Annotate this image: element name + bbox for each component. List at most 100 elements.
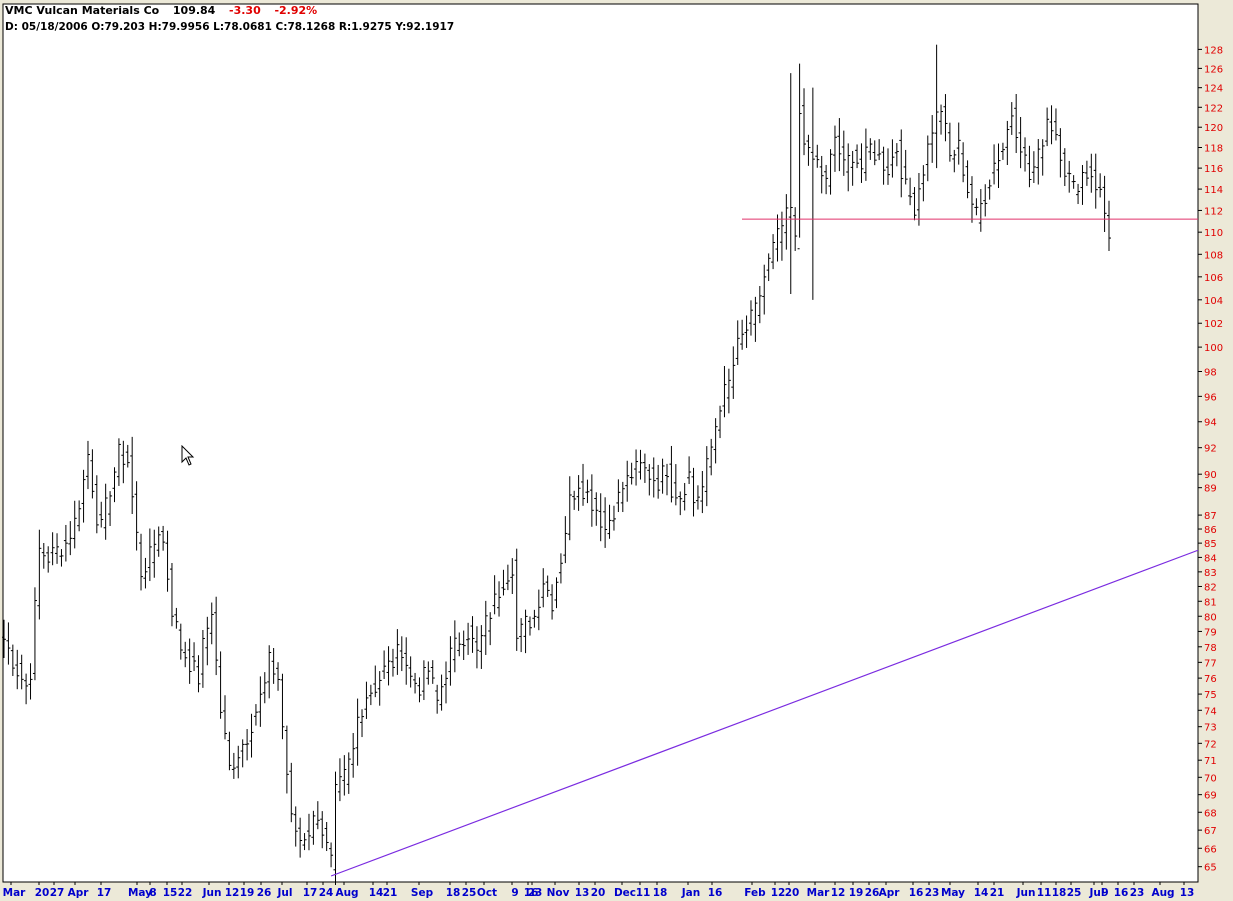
x-day-label: 16 [708,887,723,899]
high-label: H: [148,21,162,33]
x-day-label: 25 [462,887,477,899]
x-month-label: Apr [879,887,901,899]
y-tick-label: 85 [1204,539,1217,550]
y-label: Y: [395,21,407,33]
x-day-label: 22 [178,887,193,899]
company-name: Vulcan Materials Co [36,4,160,17]
y-tick-label: 65 [1204,863,1217,874]
x-month-label: Mar [807,887,831,899]
x-day-label: 19 [849,887,864,899]
x-day-label: 20 [35,887,50,899]
y-tick-label: 75 [1204,690,1217,701]
x-day-label: 12 [771,887,786,899]
y-tick-label: 94 [1204,418,1217,429]
x-day-label: 23 [528,887,543,899]
x-month-label: Apr [68,887,90,899]
x-day-label: 16 [909,887,924,899]
x-month-label: Jul [1089,887,1105,899]
y-tick-label: 128 [1204,45,1223,56]
cursor-info-line: D: 05/18/2006 O:79.203 H:79.9956 L:78.06… [5,21,454,33]
mouse-pointer-icon [181,445,195,466]
y-tick-label: 86 [1204,525,1217,536]
y-tick-label: 108 [1204,250,1223,261]
y-tick-label: 87 [1204,511,1217,522]
x-day-label: 16 [1114,887,1129,899]
y-tick-label: 71 [1204,756,1217,767]
x-day-label: 24 [319,887,334,899]
low-value: 78.0681 [224,21,272,33]
x-month-label: Sep [411,887,434,899]
x-day-label: 11 [1037,887,1052,899]
y-tick-label: 122 [1204,103,1223,114]
y-tick-label: 100 [1204,343,1223,354]
x-month-label: Aug [335,887,358,899]
x-month-label: Nov [547,887,570,899]
low-label: L: [213,21,225,33]
y-tick-label: 78 [1204,643,1217,654]
y-tick-label: 114 [1204,185,1223,196]
high-value: 79.9956 [161,21,210,33]
y-tick-label: 84 [1204,553,1217,564]
x-day-label: 18 [446,887,461,899]
y-tick-label: 124 [1204,84,1223,95]
y-value: 92.1917 [406,21,455,33]
open-label: O: [91,21,105,33]
y-tick-label: 81 [1204,597,1217,608]
r-label: R: [338,21,352,33]
r-value: 1.9275 [351,21,392,33]
price-change: -3.30 [229,4,261,17]
x-month-label: Jun [202,887,222,899]
date-value: 05/18/2006 [21,21,88,33]
x-day-label: 14 [369,887,384,899]
x-day-label: 26 [865,887,880,899]
y-tick-label: 120 [1204,123,1223,134]
x-month-label: Oct [477,887,497,899]
x-month-label: May [941,887,965,899]
x-day-label: 21 [990,887,1005,899]
y-tick-label: 104 [1204,296,1223,307]
close-value: 78.1268 [287,21,336,33]
date-label: D: [5,21,18,33]
y-tick-label: 106 [1204,273,1223,284]
x-month-label: Jun [1016,887,1036,899]
x-month-label: Feb [744,887,766,899]
y-tick-label: 67 [1204,826,1217,837]
x-day-label: 13 [575,887,590,899]
x-day-label: 27 [50,887,65,899]
y-tick-label: 68 [1204,808,1217,819]
x-day-label: 17 [97,887,112,899]
y-tick-label: 92 [1204,444,1217,455]
price-change-percent: -2.92% [274,4,318,17]
y-tick-label: 77 [1204,658,1217,669]
y-tick-label: 98 [1204,367,1217,378]
x-day-label: 16 [524,887,539,899]
trend-line [330,549,1199,877]
y-tick-label: 73 [1204,723,1217,734]
x-month-label: Aug [1151,887,1174,899]
y-tick-label: 102 [1204,319,1223,330]
x-month-label: Mar [3,887,27,899]
x-day-label: 21 [383,887,398,899]
x-day-label: 12 [831,887,846,899]
open-value: 79.203 [104,21,146,33]
x-day-label: 23 [1130,887,1145,899]
y-tick-label: 76 [1204,674,1217,685]
y-tick-label: 112 [1204,206,1223,217]
x-day-label: 20 [785,887,800,899]
y-tick-label: 89 [1204,484,1217,495]
x-month-label: May [128,887,152,899]
y-tick-label: 69 [1204,791,1217,802]
y-tick-label: 80 [1204,612,1217,623]
y-tick-label: 70 [1204,773,1217,784]
x-day-label: 17 [303,887,318,899]
y-tick-label: 82 [1204,582,1217,593]
x-day-label: 14 [974,887,989,899]
last-price: 109.84 [172,4,216,17]
x-day-label: 8 [149,887,156,899]
x-day-label: 25 [1067,887,1082,899]
x-day-label: 13 [1180,887,1195,899]
y-tick-label: 79 [1204,627,1217,638]
x-day-label: 23 [925,887,940,899]
x-month-label: Dec [614,887,636,899]
